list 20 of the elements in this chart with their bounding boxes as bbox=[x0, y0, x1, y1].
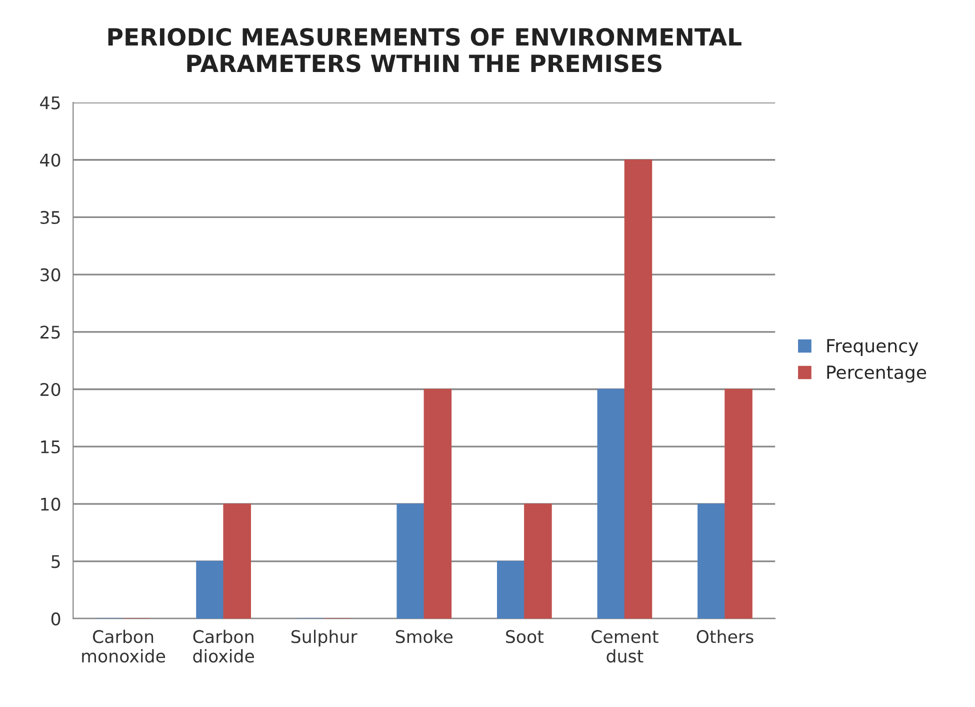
y-tick-label: 35 bbox=[40, 210, 60, 224]
chart-title: PERIODIC MEASUREMENTS OF ENVIRONMENTAL PARAMETERS WTHIN THE PREMISES bbox=[108, 28, 742, 72]
x-tick-label: Smoke bbox=[396, 630, 453, 644]
y-tick-label: 5 bbox=[52, 555, 60, 568]
y-tick-label: 25 bbox=[40, 326, 60, 339]
y-tick-label: 15 bbox=[41, 440, 60, 454]
x-tick-label: Carbon monoxide bbox=[82, 630, 166, 663]
y-tick-label: 20 bbox=[40, 382, 60, 396]
y-tick-label: 45 bbox=[40, 96, 60, 110]
x-tick-label: Others bbox=[696, 630, 754, 644]
x-tick-label: Cement dust bbox=[592, 630, 658, 663]
x-tick-label: Soot bbox=[506, 630, 544, 644]
y-tick-label: 40 bbox=[40, 154, 60, 167]
y-tick-label: 30 bbox=[40, 268, 60, 282]
legend-label: Frequency bbox=[827, 339, 918, 356]
x-tick-label: Carbon dioxide bbox=[193, 630, 254, 663]
legend-label: Percentage bbox=[827, 366, 926, 383]
x-tick-label: Sulphur bbox=[291, 630, 358, 647]
y-tick-label: 10 bbox=[41, 498, 60, 511]
y-tick-label: 0 bbox=[51, 612, 60, 626]
